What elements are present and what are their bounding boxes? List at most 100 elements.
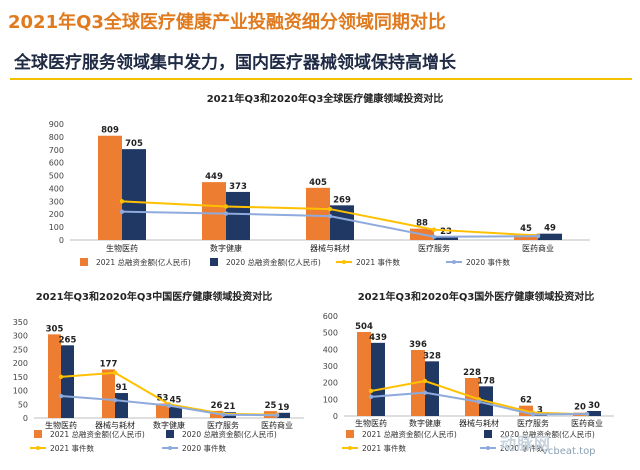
category-label: 医疗服务 <box>418 243 450 253</box>
data-label: 373 <box>229 182 247 192</box>
y-tick-label: 100 <box>13 387 28 396</box>
category-label: 生物医药 <box>355 418 387 428</box>
line-point <box>119 199 125 204</box>
data-label: 88 <box>416 219 428 229</box>
line-point <box>530 412 536 417</box>
data-label: 45 <box>520 224 532 234</box>
data-label: 53 <box>157 393 169 403</box>
data-label: 177 <box>100 359 118 369</box>
category-label: 器械与耗材 <box>459 418 499 428</box>
bar-2020 <box>226 191 250 240</box>
category-label: 数字健康 <box>210 243 242 253</box>
bar-2020 <box>277 412 290 418</box>
line-point <box>223 204 229 209</box>
y-tick-label: 200 <box>13 359 28 368</box>
data-label: 45 <box>170 396 182 406</box>
line-point <box>368 394 374 400</box>
category-label: 数字健康 <box>153 420 185 430</box>
y-tick-label: 300 <box>13 332 28 341</box>
legend-label: 2021 事件数 <box>356 257 400 267</box>
page-subtitle: 全球医疗服务领域集中发力，国内医疗器械领域保持高增长 <box>14 53 456 73</box>
bar-2020 <box>371 342 385 416</box>
y-tick-label: 350 <box>13 318 28 327</box>
data-label: 449 <box>205 172 223 182</box>
bar-2020 <box>115 393 128 418</box>
legend-label: 2020 总融资金额(亿人民币) <box>182 429 277 439</box>
y-tick-label: 250 <box>13 345 28 354</box>
chart-title: 2021年Q3和2020年Q3全球医疗健康领域投资对比 <box>207 92 444 105</box>
line-point <box>431 234 437 239</box>
category-label: 生物医药 <box>45 420 77 430</box>
data-label: 91 <box>116 383 128 393</box>
title-divider <box>10 78 632 80</box>
line-point <box>119 209 125 214</box>
legend-swatch-dot <box>342 260 346 264</box>
overseas-investment-chart: 2021年Q3和2020年Q3国外医疗健康领域投资对比 0 100 200 300 400… <box>323 290 614 453</box>
category-label: 医药商业 <box>261 420 293 430</box>
data-label: 705 <box>125 139 143 149</box>
line-point <box>58 374 64 380</box>
legend-swatch-dot <box>486 446 490 450</box>
line-point <box>535 233 541 239</box>
y-tick-label: 100 <box>49 223 64 232</box>
bar-2020 <box>533 415 547 416</box>
watermark-logo: 动脉网 <box>500 434 552 453</box>
legend-label: 2020 总融资金额(亿人民币) <box>226 257 321 267</box>
legend-swatch-dot <box>36 446 40 450</box>
y-tick-label: 300 <box>49 197 64 206</box>
data-label: 49 <box>544 224 556 234</box>
bar-2021 <box>98 135 122 240</box>
y-tick-label: 200 <box>323 379 338 388</box>
data-label: 19 <box>278 403 290 413</box>
bar-2021 <box>48 334 61 418</box>
legend-label: 2020 总融资金额(亿人民币) <box>500 429 595 439</box>
line-point <box>112 370 118 375</box>
data-label: 396 <box>409 340 427 350</box>
legend-swatch-dot <box>168 446 172 450</box>
line-point <box>584 411 590 417</box>
legend-swatch-dot <box>452 260 456 264</box>
line-point <box>327 213 333 219</box>
line-point <box>166 403 172 408</box>
line-point <box>274 413 280 418</box>
bar-2020 <box>434 237 458 240</box>
bar-2020 <box>425 361 439 416</box>
y-tick-label: 0 <box>23 414 28 423</box>
data-label: 23 <box>440 227 452 237</box>
data-label: 20 <box>574 403 586 413</box>
legend-swatch <box>34 430 42 438</box>
category-label: 医药商业 <box>522 243 554 253</box>
legend-label: 2020 事件数 <box>500 443 544 453</box>
chart-title: 2021年Q3和2020年Q3国外医疗健康领域投资对比 <box>358 290 595 303</box>
legend-label: 2021 总融资金额(亿人民币) <box>96 257 191 267</box>
category-label: 器械与耗材 <box>310 243 350 253</box>
y-tick-label: 400 <box>49 184 64 193</box>
y-tick-label: 0 <box>333 412 338 421</box>
line-point <box>368 388 374 394</box>
data-label: 305 <box>46 324 64 334</box>
data-label: 809 <box>101 126 119 136</box>
y-tick-label: 700 <box>49 146 64 155</box>
watermark-url: vcbeat.top <box>542 446 596 457</box>
bar-2020 <box>122 149 146 240</box>
bar-2021 <box>102 369 115 418</box>
bar-2021 <box>357 332 371 416</box>
y-tick-label: 50 <box>18 400 28 409</box>
line-point <box>220 412 226 417</box>
bar-2020 <box>61 345 74 418</box>
chart-title: 2021年Q3和2020年Q3中国医疗健康领域投资对比 <box>36 290 273 303</box>
y-tick-label: 300 <box>323 362 338 371</box>
category-label: 医疗服务 <box>207 420 239 430</box>
data-label: 178 <box>477 376 495 386</box>
data-label: 30 <box>588 401 600 411</box>
legend-swatch <box>484 430 492 438</box>
legend-label: 2021 总融资金额(亿人民币) <box>362 429 457 439</box>
legend-swatch <box>166 430 174 438</box>
line-point <box>422 390 428 395</box>
y-tick-label: 150 <box>13 373 28 382</box>
legend-label: 2020 事件数 <box>182 443 226 453</box>
legend-swatch <box>80 258 88 266</box>
bar-2020 <box>538 233 562 240</box>
category-label: 医药商业 <box>571 418 603 428</box>
global-investment-chart: 2021年Q3和2020年Q3全球医疗健康领域投资对比 0 100 200 300 400… <box>49 92 590 267</box>
